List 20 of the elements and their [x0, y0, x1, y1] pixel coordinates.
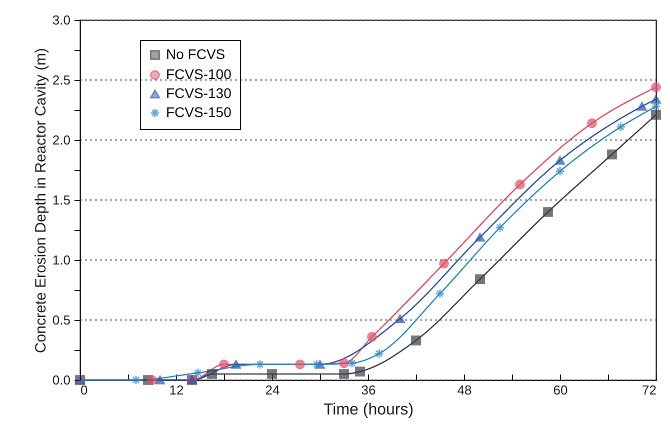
- y-axis-title: Concrete Erosion Depth in Reactor Cavity (m): [32, 48, 50, 354]
- x-tick-label: 48: [457, 382, 472, 398]
- y-tick-label: 0.0: [52, 372, 70, 388]
- x-tick-label: 0: [80, 382, 88, 398]
- x-tick-label: 36: [361, 382, 376, 398]
- legend-label: No FCVS: [166, 46, 226, 62]
- x-tick-label: 72: [642, 382, 656, 398]
- y-tick-label: 0.5: [52, 312, 70, 328]
- x-axis-title: Time (hours): [323, 402, 414, 418]
- y-tick-label: 1.5: [52, 192, 70, 208]
- x-tick-label: 60: [553, 382, 568, 398]
- y-tick-label: 1.0: [52, 252, 70, 268]
- x-tick-label: 12: [169, 382, 184, 398]
- legend-label: FCVS-150: [166, 104, 232, 120]
- x-tick-label: 24: [265, 382, 280, 398]
- legend-label: FCVS-100: [166, 66, 232, 82]
- y-tick-label: 2.0: [52, 132, 70, 148]
- y-tick-label: 2.5: [52, 72, 70, 88]
- legend-label: FCVS-130: [166, 85, 232, 101]
- y-tick-label: 3.0: [52, 12, 70, 28]
